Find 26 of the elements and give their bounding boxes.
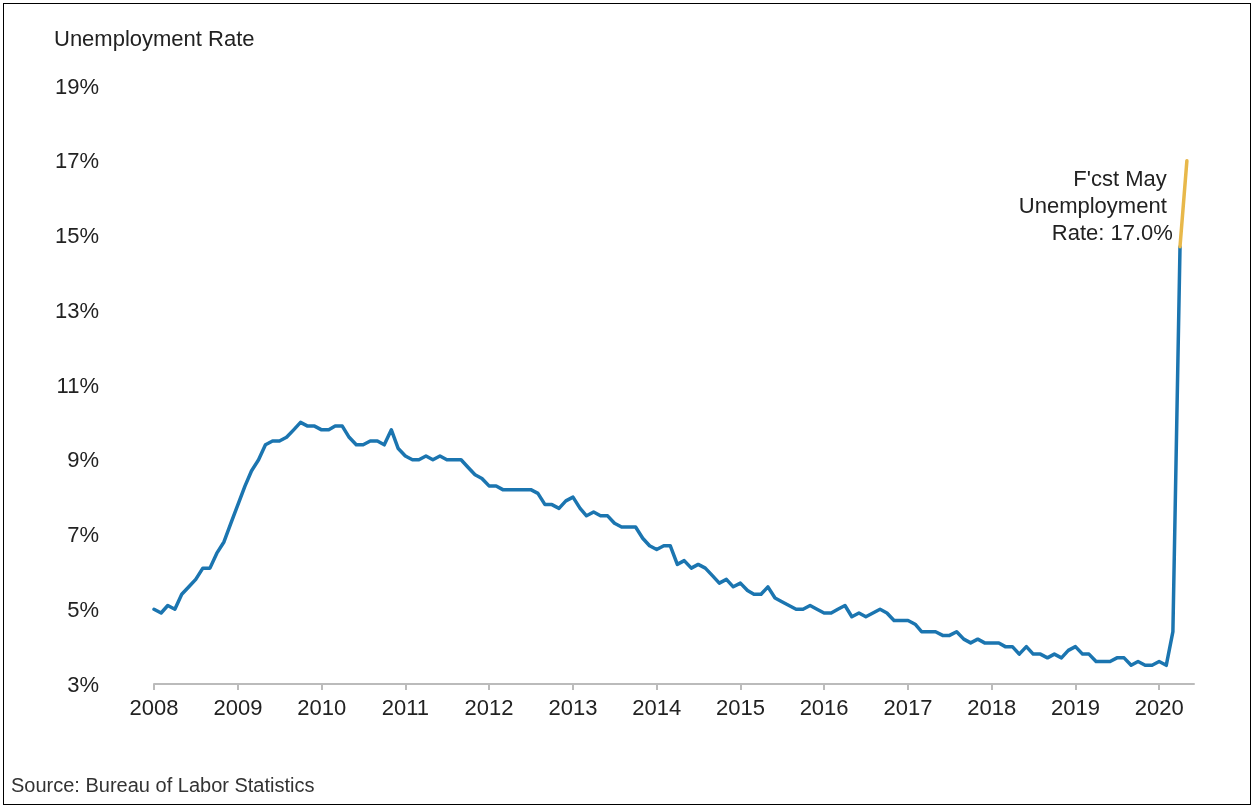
y-tick-label: 3% [67, 671, 99, 697]
y-tick-label: 19% [54, 73, 99, 99]
x-tick-label: 2011 [381, 694, 429, 720]
x-tick-label: 2016 [799, 694, 849, 720]
x-tick-label: 2019 [1050, 694, 1100, 720]
x-tick-label: 2012 [464, 694, 514, 720]
line-series [152, 244, 1182, 668]
y-tick-label: 17% [54, 148, 99, 174]
x-tick-label: 2014 [632, 694, 682, 720]
y-tick-label: 7% [67, 522, 99, 547]
x-tick-label: 2015 [715, 694, 765, 720]
source-note: Source: Bureau of Labor Statistics [11, 774, 315, 796]
y-tick-label: 11% [56, 372, 99, 398]
x-tick-label: 2020 [1134, 694, 1184, 720]
x-tick-label: 2010 [297, 694, 347, 720]
x-tick-label: 2008 [129, 694, 179, 720]
x-tick-label: 2018 [967, 694, 1017, 720]
x-tick-label: 2013 [548, 694, 598, 720]
x-tick-label: 2009 [213, 694, 263, 720]
annotation: F'cst May Unemployment Rate: 17.0% [1018, 166, 1173, 246]
y-axis-title: Unemployment Rate [54, 25, 255, 51]
y-tick-label: 9% [67, 447, 99, 473]
y-tick-label: 13% [54, 297, 99, 323]
x-tick-label: 2017 [883, 694, 933, 720]
y-tick-label: 5% [67, 596, 99, 622]
y-tick-label: 15% [54, 223, 99, 248]
